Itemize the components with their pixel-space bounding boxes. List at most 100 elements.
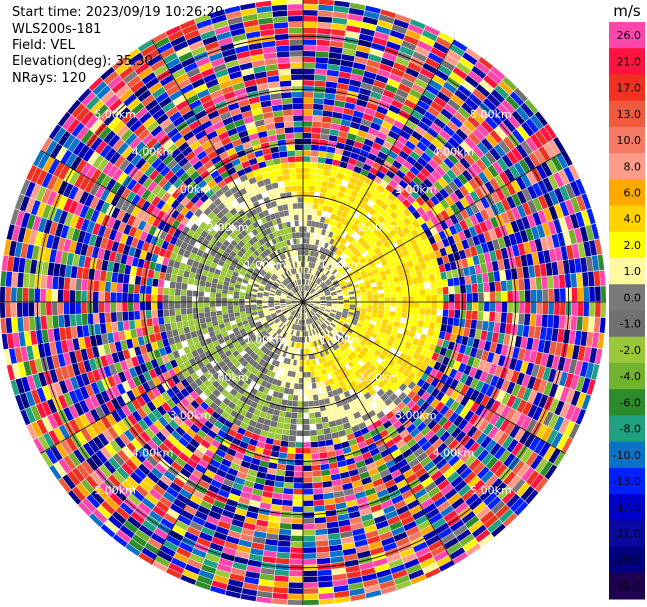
range-gate (530, 289, 537, 302)
range-gate (271, 378, 278, 385)
range-gate (460, 141, 472, 153)
range-gate (361, 217, 369, 225)
range-gate (433, 412, 444, 423)
range-gate (33, 437, 45, 454)
range-gate (359, 285, 366, 290)
range-gate (303, 62, 316, 69)
range-gate (445, 348, 453, 359)
range-gate (177, 411, 188, 422)
range-gate (167, 408, 177, 420)
range-gate (310, 447, 319, 454)
range-gate (357, 421, 367, 430)
range-gate (510, 370, 520, 384)
range-gate (396, 505, 409, 516)
range-gate (347, 354, 354, 361)
range-gate (212, 257, 220, 264)
range-gate (316, 39, 330, 47)
range-gate (274, 304, 280, 307)
range-gate (531, 252, 540, 265)
range-gate (373, 80, 387, 89)
range-gate (309, 342, 313, 348)
range-gate (252, 354, 259, 361)
range-gate (300, 342, 303, 349)
range-gate (332, 17, 348, 25)
range-gate (444, 408, 454, 420)
range-gate (227, 298, 233, 302)
range-gate (320, 410, 328, 418)
range-gate (303, 523, 315, 530)
range-gate (216, 563, 232, 573)
range-gate (346, 163, 355, 171)
range-gate (427, 328, 435, 337)
range-gate (314, 296, 320, 299)
range-gate (227, 530, 241, 539)
range-gate (412, 384, 421, 394)
range-gate (558, 217, 568, 232)
range-gate (157, 550, 173, 563)
range-gate (353, 198, 362, 206)
range-gate (189, 494, 203, 505)
range-gate (279, 446, 288, 453)
range-gate (373, 272, 381, 279)
range-gate (92, 369, 102, 382)
range-gate (279, 330, 284, 336)
range-gate (508, 165, 521, 179)
range-gate (357, 254, 365, 261)
range-gate (539, 327, 547, 340)
range-gate (162, 257, 170, 266)
range-gate (220, 372, 229, 381)
range-gate (330, 195, 337, 202)
range-gate (328, 420, 337, 428)
range-gate (406, 399, 416, 409)
range-gate (317, 393, 324, 400)
range-gate (378, 14, 395, 24)
range-gate (278, 313, 284, 318)
range-gate (168, 368, 177, 378)
range-gate (304, 307, 306, 313)
range-gate (509, 424, 521, 439)
range-gate (427, 419, 438, 430)
range-gate (295, 306, 300, 311)
range-gate (509, 91, 524, 106)
range-gate (312, 347, 317, 353)
range-gate (128, 246, 137, 257)
range-gate (114, 362, 123, 374)
range-gate (233, 294, 240, 299)
range-gate (379, 327, 386, 334)
range-gate (512, 313, 519, 325)
range-gate (428, 343, 437, 352)
range-gate (256, 299, 263, 302)
range-gate (52, 315, 59, 329)
range-gate (303, 471, 313, 477)
range-gate (229, 388, 238, 397)
range-gate (312, 250, 317, 257)
range-gate (359, 314, 366, 319)
range-gate (365, 65, 379, 74)
range-gate (401, 312, 408, 319)
range-gate (266, 317, 273, 323)
range-gate (215, 468, 227, 478)
range-gate (454, 188, 465, 200)
range-gate (336, 309, 343, 313)
range-gate (161, 354, 170, 364)
range-gate (421, 391, 431, 401)
range-gate (172, 245, 181, 254)
range-gate (377, 68, 391, 78)
range-gate (313, 322, 318, 328)
range-gate (26, 345, 35, 361)
range-gate (307, 279, 311, 286)
range-gate (224, 406, 233, 415)
range-gate (230, 336, 238, 343)
range-gate (198, 285, 205, 292)
range-gate (325, 509, 337, 517)
range-gate (594, 348, 603, 365)
range-gate (401, 291, 408, 297)
range-gate (223, 262, 230, 269)
range-gate (478, 533, 494, 547)
range-gate (319, 246, 324, 253)
range-gate (344, 102, 356, 110)
range-gate (475, 106, 489, 120)
range-gate (427, 52, 443, 64)
range-gate (122, 311, 129, 321)
range-gate (225, 535, 240, 545)
